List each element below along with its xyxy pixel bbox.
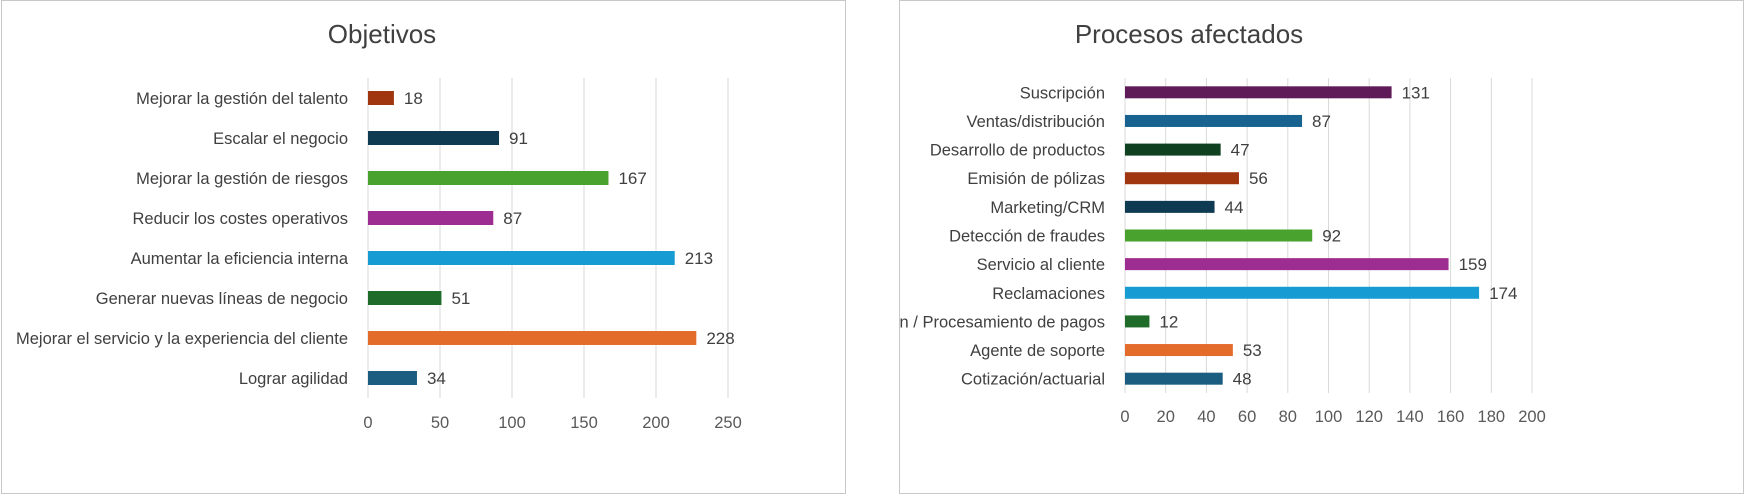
bar [368, 171, 609, 185]
category-label: Mejorar el servicio y la experiencia del… [16, 330, 348, 348]
bar [368, 211, 494, 225]
category-label: Suscripción [1020, 84, 1105, 102]
category-label: Detección de fraudes [949, 228, 1105, 246]
x-tick-label: 160 [1437, 408, 1465, 426]
category-label: Reducir los costes operativos [132, 210, 348, 228]
x-tick-label: 40 [1197, 408, 1215, 426]
category-label: Facturación / Procesamiento de pagos [900, 313, 1105, 331]
x-tick-label: 100 [498, 414, 526, 432]
category-label: Agente de soporte [970, 342, 1105, 360]
data-label: 131 [1402, 83, 1430, 102]
data-label: 174 [1489, 284, 1517, 303]
bar [368, 331, 697, 345]
category-label: Generar nuevas líneas de negocio [96, 290, 348, 308]
chart-title: Procesos afectados [1075, 19, 1303, 49]
bar [368, 371, 417, 385]
bar [368, 251, 675, 265]
category-label: Aumentar la eficiencia interna [131, 250, 349, 268]
chart-objetivos-svg: Objetivos 0 50 100 150 200 250 Mejorar la gest… [16, 19, 742, 432]
category-label: Desarrollo de productos [930, 142, 1105, 160]
data-label: 92 [1322, 227, 1341, 246]
data-label: 56 [1249, 169, 1268, 188]
bar [368, 291, 442, 305]
bar [1125, 258, 1449, 271]
x-tick-label: 250 [714, 414, 742, 432]
bar [1125, 344, 1233, 357]
data-label: 12 [1159, 312, 1178, 331]
data-label: 87 [1312, 112, 1331, 131]
category-label: Emisión de pólizas [967, 170, 1105, 188]
category-label: Lograr agilidad [239, 370, 348, 388]
bar [368, 131, 500, 145]
x-tick-label: 200 [1518, 408, 1546, 426]
bar [1125, 315, 1150, 328]
data-label: 53 [1243, 341, 1262, 360]
data-label: 87 [503, 209, 522, 228]
x-tick-label: 0 [363, 414, 372, 432]
category-label: Ventas/distribución [966, 113, 1105, 131]
data-label: 44 [1225, 198, 1244, 217]
chart-procesos-svg: Procesos afectados 0 20 40 60 80 100 120 140 160… [900, 19, 1546, 426]
x-tick-label: 20 [1157, 408, 1175, 426]
data-label: 167 [618, 169, 646, 188]
data-label: 48 [1233, 370, 1252, 389]
category-label: Mejorar la gestión de riesgos [136, 170, 348, 188]
chart-objetivos: Objetivos 0 50 100 150 200 250 Mejorar la gest… [1, 0, 846, 494]
x-tick-label: 80 [1279, 408, 1297, 426]
bar [1125, 229, 1313, 242]
x-tick-label: 100 [1315, 408, 1343, 426]
chart-procesos-afectados: Procesos afectados 0 20 40 60 80 100 120 140 160… [899, 0, 1744, 494]
category-label: Marketing/CRM [990, 199, 1105, 217]
x-tick-label: 60 [1238, 408, 1256, 426]
x-tick-label: 120 [1355, 408, 1383, 426]
bar [1125, 172, 1239, 185]
chart-title: Objetivos [328, 19, 436, 49]
x-tick-label: 50 [431, 414, 449, 432]
bar [1125, 286, 1480, 299]
category-label: Mejorar la gestión del talento [136, 90, 348, 108]
data-label: 47 [1231, 141, 1250, 160]
x-tick-label: 150 [570, 414, 598, 432]
data-label: 159 [1459, 255, 1487, 274]
data-label: 34 [427, 369, 446, 388]
bar [1125, 86, 1392, 99]
category-label: Cotización/actuarial [961, 371, 1105, 389]
x-tick-label: 0 [1120, 408, 1129, 426]
bar [1125, 143, 1221, 156]
x-tick-label: 180 [1478, 408, 1506, 426]
category-label: Escalar el negocio [213, 130, 348, 148]
data-label: 213 [685, 249, 713, 268]
category-label: Reclamaciones [992, 285, 1105, 303]
data-label: 51 [451, 289, 470, 308]
data-label: 91 [509, 129, 528, 148]
data-label: 228 [706, 329, 734, 348]
bar [1125, 200, 1215, 213]
x-tick-label: 200 [642, 414, 670, 432]
category-label: Servicio al cliente [977, 256, 1105, 274]
bar [1125, 372, 1223, 385]
bar [368, 91, 394, 105]
x-tick-label: 140 [1396, 408, 1424, 426]
bar [1125, 114, 1303, 127]
data-label: 18 [404, 89, 423, 108]
